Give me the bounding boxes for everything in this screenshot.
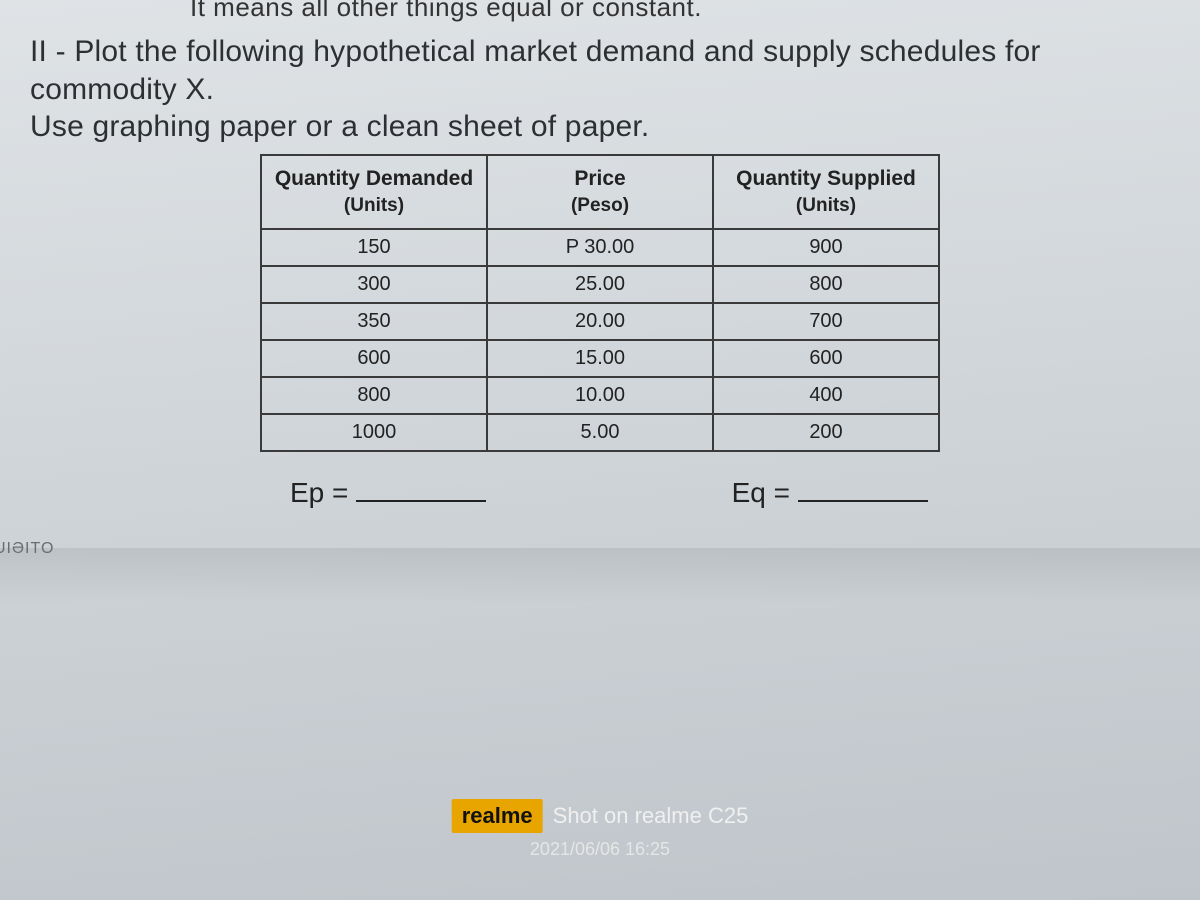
table-row: 300 25.00 800 bbox=[261, 266, 939, 303]
table-row: 150 P 30.00 900 bbox=[261, 229, 939, 266]
cell-qs: 600 bbox=[713, 340, 939, 377]
cell-qd: 600 bbox=[261, 340, 487, 377]
table-row: 600 15.00 600 bbox=[261, 340, 939, 377]
col-header-qs: Quantity Supplied (Units) bbox=[713, 155, 939, 229]
ep-blank-line bbox=[356, 474, 486, 502]
cell-price: 25.00 bbox=[487, 266, 713, 303]
cell-qd: 1000 bbox=[261, 414, 487, 451]
cell-qs: 400 bbox=[713, 377, 939, 414]
cell-qs: 200 bbox=[713, 414, 939, 451]
side-page-fragment: UIƏITO bbox=[0, 540, 54, 558]
schedule-table: Quantity Demanded (Units) Price (Peso) Q… bbox=[260, 154, 940, 452]
table-body: 150 P 30.00 900 300 25.00 800 350 20.00 … bbox=[261, 229, 939, 451]
cell-qd: 150 bbox=[261, 229, 487, 266]
col-title: Quantity Demanded bbox=[275, 167, 473, 190]
question-line-1: II - Plot the following hypothetical mar… bbox=[30, 33, 1170, 108]
col-header-price: Price (Peso) bbox=[487, 155, 713, 229]
document-content: It means all other things equal or const… bbox=[0, 0, 1200, 509]
col-header-qd: Quantity Demanded (Units) bbox=[261, 155, 487, 229]
paper-crease-shadow bbox=[0, 548, 1200, 628]
cell-price: 10.00 bbox=[487, 377, 713, 414]
cell-qs: 700 bbox=[713, 303, 939, 340]
table-row: 1000 5.00 200 bbox=[261, 414, 939, 451]
camera-watermark: realme Shot on realme C25 2021/06/06 16:… bbox=[452, 799, 749, 860]
brand-badge: realme bbox=[452, 799, 543, 833]
cell-qd: 800 bbox=[261, 377, 487, 414]
question-line-2: Use graphing paper or a clean sheet of p… bbox=[30, 108, 1170, 146]
table-row: 800 10.00 400 bbox=[261, 377, 939, 414]
col-title: Quantity Supplied bbox=[736, 167, 916, 190]
col-title: Price bbox=[574, 167, 625, 190]
cell-qd: 350 bbox=[261, 303, 487, 340]
cell-price: 5.00 bbox=[487, 414, 713, 451]
cell-price: 15.00 bbox=[487, 340, 713, 377]
cell-price: 20.00 bbox=[487, 303, 713, 340]
table-header-row: Quantity Demanded (Units) Price (Peso) Q… bbox=[261, 155, 939, 229]
cell-qs: 800 bbox=[713, 266, 939, 303]
watermark-timestamp: 2021/06/06 16:25 bbox=[452, 839, 749, 860]
col-sub: (Units) bbox=[266, 194, 482, 218]
watermark-top: realme Shot on realme C25 bbox=[452, 799, 749, 833]
blanks-row: Ep = Eq = bbox=[260, 474, 940, 509]
ep-label: Ep = bbox=[290, 477, 348, 509]
cell-price: P 30.00 bbox=[487, 229, 713, 266]
shot-text: Shot on realme C25 bbox=[553, 803, 749, 829]
question-text: II - Plot the following hypothetical mar… bbox=[30, 33, 1170, 146]
col-sub: (Peso) bbox=[492, 194, 708, 218]
table-row: 350 20.00 700 bbox=[261, 303, 939, 340]
ep-blank: Ep = bbox=[290, 474, 486, 509]
schedule-table-wrap: Quantity Demanded (Units) Price (Peso) Q… bbox=[260, 154, 940, 452]
photo-paper-background: It means all other things equal or const… bbox=[0, 0, 1200, 900]
eq-blank: Eq = bbox=[732, 474, 928, 509]
cutoff-previous-line: It means all other things equal or const… bbox=[190, 0, 1170, 23]
cell-qs: 900 bbox=[713, 229, 939, 266]
col-sub: (Units) bbox=[718, 194, 934, 218]
eq-label: Eq = bbox=[732, 477, 790, 509]
cell-qd: 300 bbox=[261, 266, 487, 303]
eq-blank-line bbox=[798, 474, 928, 502]
